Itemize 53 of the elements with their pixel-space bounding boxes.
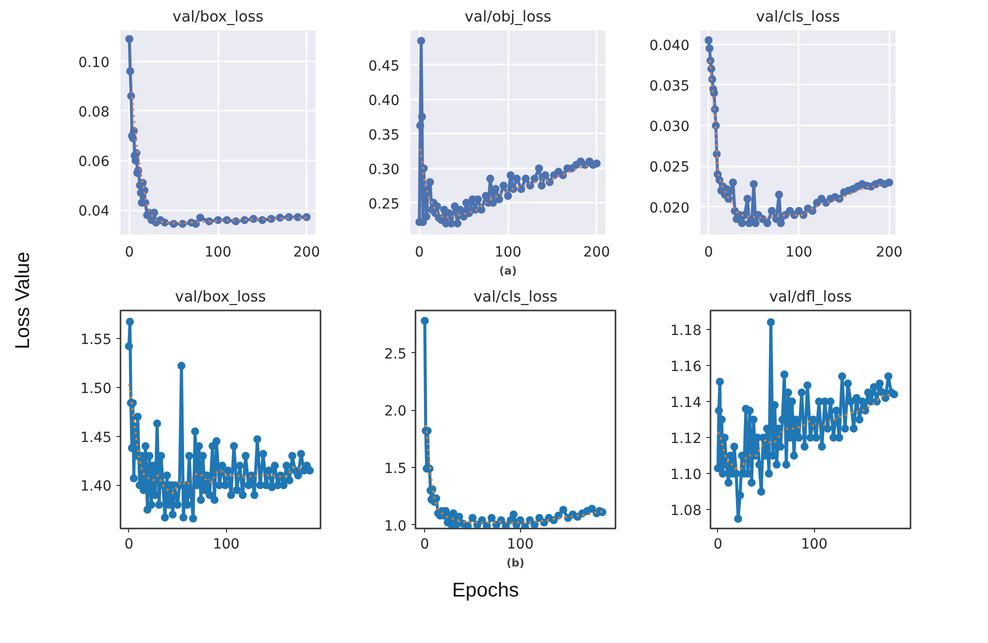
chart-title: val/obj_loss <box>464 8 552 26</box>
y-tick-label: 0.04 <box>78 204 110 220</box>
x-tick-label: 200 <box>583 244 610 260</box>
x-tick-label: 100 <box>506 536 534 552</box>
y-tick-label: 0.40 <box>368 92 400 109</box>
x-tick-label: 0 <box>704 244 714 260</box>
y-tick-label: 2.0 <box>384 404 406 420</box>
y-tick-label: 1.08 <box>670 503 702 520</box>
y-tick-label: 0.35 <box>368 127 400 144</box>
x-tick-label: 0 <box>420 536 430 552</box>
chart-title: val/dfl_loss <box>769 288 852 306</box>
x-tick-label: 100 <box>212 536 240 552</box>
y-tick-label: 0.040 <box>649 38 690 54</box>
chart-title: val/box_loss <box>175 288 266 306</box>
text: Epochs <box>452 580 519 602</box>
x-tick-label: 0 <box>414 244 424 260</box>
y-tick-label: 0.45 <box>368 58 400 74</box>
x-tick-label: 0 <box>124 536 134 552</box>
x-tick-label: 100 <box>204 244 232 260</box>
y-tick-label: 0.020 <box>649 200 690 216</box>
y-tick-label: 1.18 <box>670 322 702 339</box>
x-axis-title: (b) <box>506 556 524 570</box>
y-tick-label: 0.035 <box>649 78 690 94</box>
y-tick-label: 0.08 <box>78 104 110 120</box>
y-tick-label: 0.25 <box>368 196 400 212</box>
x-tick-label: 0 <box>124 244 134 260</box>
y-tick-label: 2.5 <box>384 346 406 362</box>
y-tick-label: 1.0 <box>384 518 406 534</box>
chart-title: val/cls_loss <box>756 8 840 26</box>
x-tick-label: 200 <box>293 244 320 260</box>
chart-title: val/cls_loss <box>474 288 558 306</box>
y-tick-label: 0.10 <box>78 54 110 71</box>
y-tick-label: 1.45 <box>80 430 112 446</box>
x-axis-title: (a) <box>499 264 517 278</box>
y-tick-label: 0.30 <box>368 162 400 178</box>
y-tick-label: 1.14 <box>670 395 702 412</box>
x-tick-label: 200 <box>876 244 903 260</box>
y-tick-label: 0.06 <box>78 154 110 170</box>
y-tick-label: 1.55 <box>80 332 112 348</box>
y-tick-label: 1.16 <box>670 358 702 375</box>
y-tick-label: 0.030 <box>649 119 690 136</box>
x-tick-label: 100 <box>494 244 522 260</box>
y-tick-label: 0.025 <box>649 160 690 176</box>
y-tick-label: 1.12 <box>670 431 702 448</box>
x-tick-label: 100 <box>786 244 812 260</box>
x-tick-label: 0 <box>713 536 722 552</box>
y-tick-label: 1.50 <box>80 380 112 397</box>
y-tick-label: 1.40 <box>80 478 112 495</box>
chart-title: val/box_loss <box>172 8 264 26</box>
y-tick-label: 1.10 <box>670 467 702 484</box>
x-tick-label: 100 <box>800 536 828 552</box>
text: Loss Value <box>12 252 34 350</box>
y-tick-label: 1.5 <box>384 460 406 477</box>
